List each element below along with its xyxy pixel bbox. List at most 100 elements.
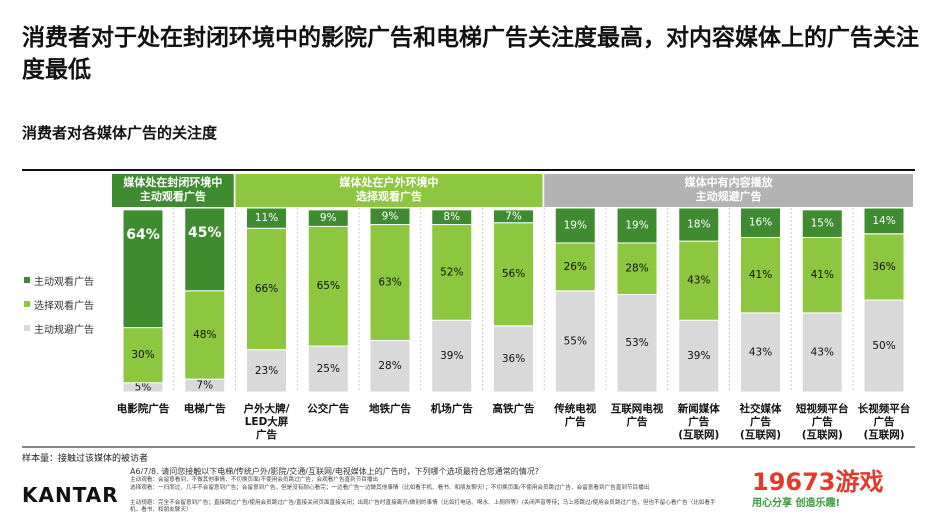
legend-label: 主动规避广告 xyxy=(34,325,94,336)
value-label: 41% xyxy=(749,269,772,281)
category-label: 地铁广告 xyxy=(369,403,411,415)
bar-segment xyxy=(369,339,411,393)
value-label: 48% xyxy=(193,329,216,341)
value-label: 7% xyxy=(505,210,522,222)
watermark-slogan: 用心分享 创造乐趣! xyxy=(752,498,841,509)
value-label: 55% xyxy=(564,335,587,347)
group-label: 媒体中有内容播放 主动规避广告 xyxy=(684,176,773,203)
bar-segment xyxy=(431,209,473,226)
bar-segment xyxy=(307,345,349,393)
category-label: 传统电视 广告 xyxy=(554,403,597,428)
bar-segment xyxy=(184,207,226,292)
group-band xyxy=(235,174,543,207)
value-label: 43% xyxy=(811,346,834,358)
category-label: 高铁广告 xyxy=(492,403,535,415)
category-label: 电梯广告 xyxy=(183,403,226,415)
value-label: 30% xyxy=(131,349,154,361)
bar-segment xyxy=(863,299,905,393)
legend-swatch xyxy=(24,301,30,307)
value-label: 8% xyxy=(443,211,460,223)
value-label: 28% xyxy=(625,263,648,275)
brand: KANTAR xyxy=(22,483,119,507)
bar-segment xyxy=(431,319,473,393)
value-label: 18% xyxy=(687,219,710,231)
value-label: 19% xyxy=(625,219,648,231)
bar-segment xyxy=(493,325,534,393)
legend-swatch xyxy=(24,277,30,283)
bar-segment xyxy=(307,209,349,227)
value-label: 11% xyxy=(255,212,278,224)
value-label: 15% xyxy=(811,218,834,230)
question: A6/7/8. 请问您接触以下电梯/传统户外/影院/交通/互联网/电视媒体上的广… xyxy=(130,467,539,476)
category-label: 公交广告 xyxy=(307,403,350,415)
value-label: 65% xyxy=(317,280,340,292)
bar-segment xyxy=(184,290,226,380)
value-label: 63% xyxy=(378,277,401,289)
bar-segment xyxy=(616,293,658,393)
value-label: 23% xyxy=(255,365,278,377)
subtitle: 消费者对各媒体广告的关注度 xyxy=(22,124,218,142)
bar-segment xyxy=(122,209,164,329)
value-label: 41% xyxy=(811,269,834,281)
category-label: 互联网电视 广告 xyxy=(610,403,664,428)
bar-segment xyxy=(246,207,287,229)
value-label: 64% xyxy=(126,227,160,243)
bar-segment xyxy=(307,225,349,347)
value-label: 26% xyxy=(564,261,587,273)
watermark: 19673游戏 xyxy=(752,468,884,496)
value-label: 53% xyxy=(625,337,648,349)
value-label: 28% xyxy=(378,360,401,372)
category-label: 新闻媒体 广告 (互联网) xyxy=(677,403,720,441)
legend-swatch xyxy=(24,325,30,331)
group-label: 媒体处在封闭环境中 主动观看广告 xyxy=(123,176,223,203)
bar-segment xyxy=(740,312,781,393)
bar-segment xyxy=(740,236,781,314)
legend-label: 选择观看广告 xyxy=(34,301,94,312)
category-label: 电影院广告 xyxy=(116,403,170,415)
bar-segment xyxy=(369,207,411,226)
category-label: 长视频平台 广告 (互联网) xyxy=(857,403,911,441)
value-label: 14% xyxy=(872,215,895,227)
category-label: 户外大牌/ LED大屏 广告 xyxy=(243,403,290,441)
bar-segment xyxy=(369,224,411,341)
group-label: 媒体处在户外环境中 选择观看广告 xyxy=(339,176,439,203)
bar-segment xyxy=(740,207,781,238)
bar-segment xyxy=(616,242,658,295)
group-band xyxy=(112,174,234,207)
bar-segment xyxy=(616,207,658,244)
value-label: 39% xyxy=(440,350,463,362)
definition: 选择观看：一扫而过，几乎不会留意到广告；会留意到广告，但是没有耐心看完；一边看广… xyxy=(130,485,650,491)
category-label: 短视频平台 广告 (互联网) xyxy=(796,403,849,441)
bar-segment xyxy=(801,312,843,393)
bar-segment xyxy=(493,222,534,327)
bar-segment xyxy=(493,209,534,224)
definition: 主动规避：完全不会留意到广告；直接跳过广告/使用会员跳过广告/直接关闭页面直接关… xyxy=(130,500,716,513)
value-label: 9% xyxy=(382,210,399,222)
category-label: 机场广告 xyxy=(430,403,473,415)
value-label: 45% xyxy=(188,225,222,241)
bar-segment xyxy=(801,236,843,314)
bar-segment xyxy=(554,207,596,244)
group-band xyxy=(544,174,913,207)
value-label: 52% xyxy=(440,266,463,278)
value-label: 19% xyxy=(564,219,587,231)
value-label: 36% xyxy=(502,353,525,365)
title: 消费者对于处在封闭环境中的影院广告和电梯广告关注度最高，对内容媒体上的广告关注度… xyxy=(22,25,919,83)
value-label: 36% xyxy=(872,261,895,273)
value-label: 25% xyxy=(317,363,340,375)
bar-segment xyxy=(863,207,905,235)
legend-label: 主动观看广告 xyxy=(34,277,94,288)
value-label: 43% xyxy=(749,346,772,358)
definition: 主动观看：会留意看到，不做其他事情，不切换页面/不使用会员跳过广告，会观看广告直… xyxy=(130,477,379,483)
bar-segment xyxy=(246,227,287,351)
bar-segment xyxy=(554,290,596,393)
bar-segment xyxy=(678,207,720,242)
bar-segment xyxy=(246,349,287,393)
value-label: 43% xyxy=(687,275,710,287)
value-label: 16% xyxy=(749,217,772,229)
value-label: 56% xyxy=(502,268,525,280)
bar-segment xyxy=(554,242,596,292)
bar-segment xyxy=(801,209,843,238)
